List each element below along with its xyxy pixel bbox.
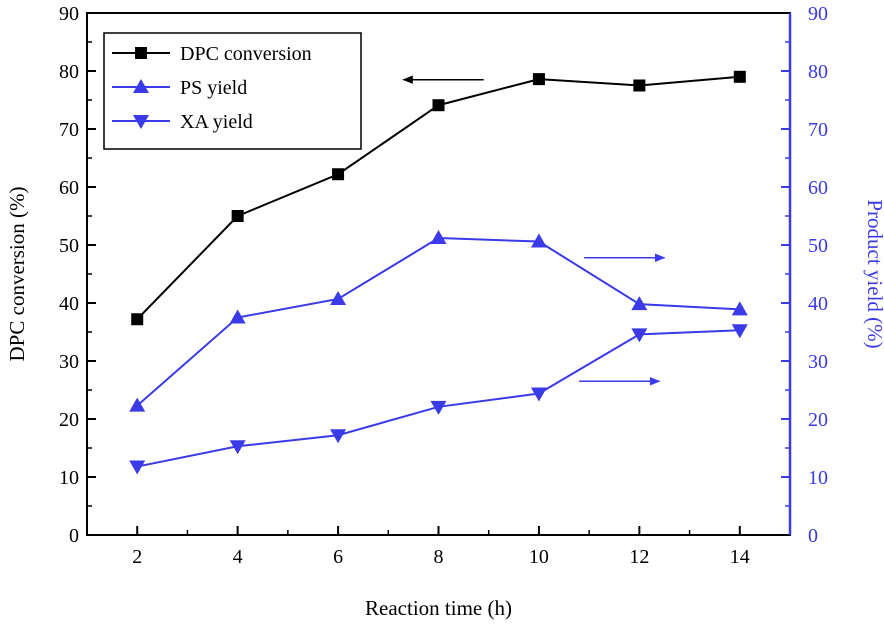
legend-item-ps-yield: PS yield	[112, 77, 247, 99]
data-point-dpc-conversion	[131, 313, 144, 326]
data-point-xa-yield	[731, 324, 748, 339]
right-tick-label: 0	[808, 525, 818, 547]
data-point-dpc-conversion	[633, 79, 646, 92]
right-tick-label: 60	[808, 177, 828, 199]
series-ps-yield	[129, 230, 748, 412]
left-axis: 0 10 20 30 40 50 60 70 80 90	[59, 3, 96, 547]
x-tick-label: 4	[233, 546, 243, 568]
right-tick-label: 30	[808, 351, 828, 373]
legend-marker	[135, 47, 147, 59]
series-line-xa-yield	[137, 329, 740, 468]
data-point-ps-yield	[229, 309, 246, 324]
x-tick-label: 10	[529, 546, 549, 568]
left-tick-label: 70	[59, 119, 79, 141]
legend-label: PS yield	[180, 77, 247, 99]
legend-label: DPC conversion	[180, 43, 312, 65]
x-tick-label: 8	[434, 546, 444, 568]
x-axis-title: Reaction time (h)	[365, 596, 512, 620]
left-tick-label: 20	[59, 409, 79, 431]
series-xa-yield	[129, 324, 748, 475]
x-tick-label: 6	[333, 546, 343, 568]
left-tick-label: 90	[59, 3, 79, 25]
data-point-xa-yield	[631, 328, 648, 343]
x-tick-label: 2	[132, 546, 142, 568]
data-point-xa-yield	[129, 460, 146, 475]
x-axis: 2 4 6 8 10 12 14	[86, 526, 791, 568]
right-tick-label: 50	[808, 235, 828, 257]
right-tick-label: 70	[808, 119, 828, 141]
left-tick-label: 50	[59, 235, 79, 257]
series-dpc-conversion	[131, 70, 746, 326]
left-tick-label: 30	[59, 351, 79, 373]
data-point-xa-yield	[530, 387, 547, 402]
data-point-dpc-conversion	[432, 99, 445, 112]
data-point-dpc-conversion	[532, 73, 545, 86]
left-tick-label: 80	[59, 61, 79, 83]
data-point-dpc-conversion	[332, 168, 345, 181]
x-tick-label: 14	[730, 546, 750, 568]
legend-item-xa-yield: XA yield	[112, 111, 253, 133]
data-point-ps-yield	[530, 233, 547, 248]
data-point-xa-yield	[330, 429, 347, 444]
series-line-ps-yield	[136, 237, 740, 407]
legend-item-dpc-conversion: DPC conversion	[112, 43, 312, 65]
right-tick-label: 10	[808, 467, 828, 489]
right-tick-label: 90	[808, 3, 828, 25]
x-tick-label: 12	[629, 546, 649, 568]
right-tick-label: 80	[808, 61, 828, 83]
left-tick-label: 60	[59, 177, 79, 199]
data-point-ps-yield	[129, 397, 146, 412]
legend-marker	[133, 115, 149, 129]
data-point-ps-yield	[330, 290, 347, 305]
data-point-ps-yield	[731, 301, 748, 316]
right-tick-label: 20	[808, 409, 828, 431]
annotations	[402, 75, 666, 386]
data-point-ps-yield	[430, 230, 447, 245]
left-axis-title: DPC conversion (%)	[5, 187, 29, 362]
right-tick-label: 40	[808, 293, 828, 315]
data-point-dpc-conversion	[231, 210, 244, 222]
left-tick-label: 10	[59, 467, 79, 489]
data-point-xa-yield	[229, 440, 246, 455]
left-tick-label: 40	[59, 293, 79, 315]
legend-marker	[133, 79, 149, 93]
legend: DPC conversion PS yield XA yield	[103, 32, 362, 150]
right-axis: 0 10 20 30 40 50 60 70 80 90	[781, 3, 828, 547]
left-tick-label: 0	[69, 525, 79, 547]
legend-label: XA yield	[180, 111, 253, 133]
data-point-ps-yield	[631, 296, 648, 311]
series-layer	[129, 70, 748, 475]
data-point-xa-yield	[430, 400, 447, 415]
data-point-dpc-conversion	[733, 70, 746, 83]
right-axis-title: Product yield (%)	[863, 199, 884, 348]
